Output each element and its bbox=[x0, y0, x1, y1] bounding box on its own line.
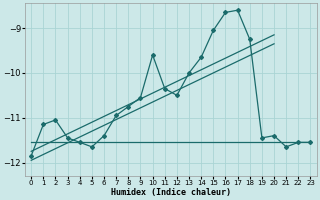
X-axis label: Humidex (Indice chaleur): Humidex (Indice chaleur) bbox=[111, 188, 231, 197]
